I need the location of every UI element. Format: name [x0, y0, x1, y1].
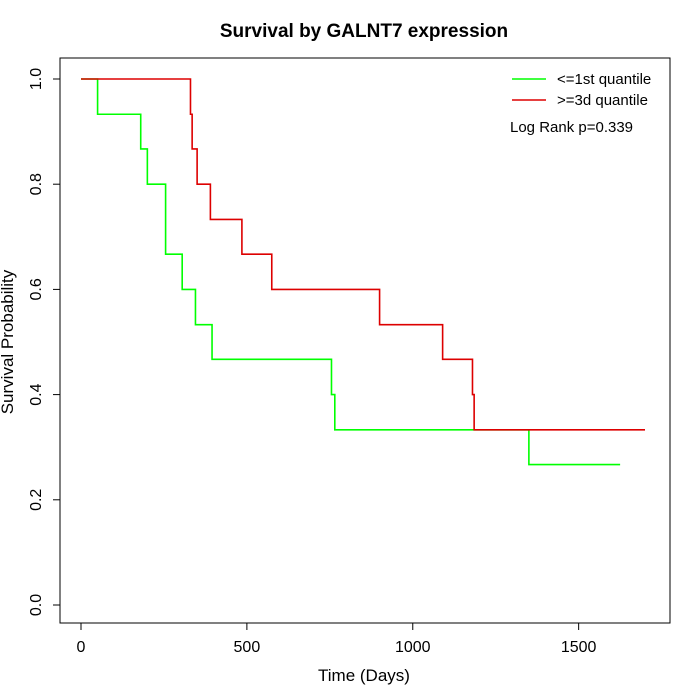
series-line-high-quantile	[81, 78, 645, 431]
legend-label: <=1st quantile	[557, 71, 651, 88]
y-tick-label: 1.0	[28, 68, 45, 90]
y-tick-label: 0.2	[28, 489, 45, 511]
x-tick-label: 0	[77, 639, 86, 656]
y-axis: 0.0 0.2 0.4 0.6 0.8 1.0	[28, 68, 61, 616]
series-layer	[81, 78, 645, 466]
x-axis-label: Time (Days)	[318, 666, 410, 685]
legend-label: >=3d quantile	[557, 92, 648, 109]
plot-frame	[59, 57, 671, 624]
y-tick-label: 0.8	[28, 173, 45, 195]
x-tick-label: 1000	[395, 639, 431, 656]
chart-title: Survival by GALNT7 expression	[220, 21, 508, 42]
y-tick-label: 0.0	[28, 594, 45, 616]
legend: <=1st quantile >=3d quantile	[512, 71, 651, 109]
x-axis: 0 500 1000 1500	[77, 622, 597, 656]
x-tick-label: 1500	[561, 639, 597, 656]
series-line-low-quantile	[81, 78, 621, 466]
x-tick-label: 500	[234, 639, 261, 656]
log-rank-annotation: Log Rank p=0.339	[510, 119, 633, 136]
y-tick-label: 0.4	[28, 383, 45, 405]
y-axis-label: Survival Probability	[0, 269, 17, 414]
y-tick-label: 0.6	[28, 278, 45, 300]
